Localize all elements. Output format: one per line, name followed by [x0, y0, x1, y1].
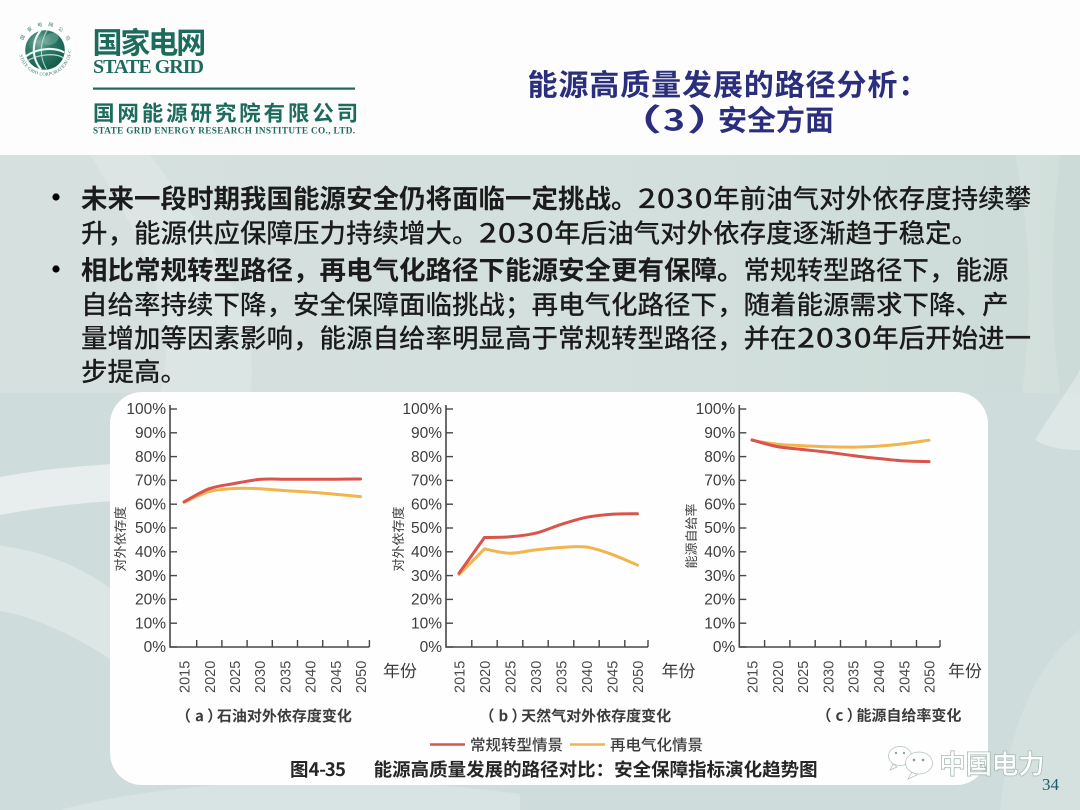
svg-text:2035: 2035 — [555, 661, 571, 693]
svg-text:20%: 20% — [411, 592, 442, 609]
svg-text:40%: 40% — [704, 544, 735, 561]
svg-text:40%: 40% — [135, 544, 166, 561]
svg-text:70%: 70% — [704, 473, 735, 490]
svg-text:2020: 2020 — [771, 661, 787, 693]
svg-text:80%: 80% — [704, 449, 735, 466]
svg-text:20%: 20% — [135, 592, 166, 609]
svg-text:2035: 2035 — [847, 661, 863, 693]
svg-text:60%: 60% — [411, 496, 442, 513]
svg-text:30%: 30% — [704, 568, 735, 585]
svg-text:0%: 0% — [144, 639, 167, 656]
svg-text:0%: 0% — [420, 639, 443, 656]
svg-text:2045: 2045 — [329, 661, 345, 693]
svg-text:34: 34 — [1042, 775, 1060, 794]
svg-text:2045: 2045 — [897, 661, 913, 693]
svg-text:STATE GRID ENERGY RESEARCH INS: STATE GRID ENERGY RESEARCH INSTITUTE CO.… — [93, 126, 355, 136]
svg-text:100%: 100% — [402, 401, 442, 418]
svg-text:30%: 30% — [411, 568, 442, 585]
svg-text:80%: 80% — [411, 449, 442, 466]
svg-text:2050: 2050 — [631, 661, 647, 693]
svg-text:2015: 2015 — [453, 661, 469, 693]
svg-text:40%: 40% — [411, 544, 442, 561]
svg-text:70%: 70% — [135, 473, 166, 490]
svg-text:2035: 2035 — [278, 661, 294, 693]
svg-text:2040: 2040 — [580, 661, 596, 693]
svg-text:2025: 2025 — [228, 661, 244, 693]
svg-text:80%: 80% — [135, 449, 166, 466]
svg-text:90%: 90% — [704, 425, 735, 442]
svg-text:0%: 0% — [713, 639, 736, 656]
svg-text:10%: 10% — [704, 615, 735, 632]
svg-text:2045: 2045 — [606, 661, 622, 693]
svg-text:2025: 2025 — [796, 661, 812, 693]
svg-text:60%: 60% — [704, 496, 735, 513]
svg-text:20%: 20% — [704, 592, 735, 609]
svg-text:10%: 10% — [411, 615, 442, 632]
svg-text:2030: 2030 — [821, 661, 837, 693]
svg-text:2050: 2050 — [923, 661, 939, 693]
svg-text:2020: 2020 — [203, 661, 219, 693]
svg-text:2015: 2015 — [746, 661, 762, 693]
svg-text:2030: 2030 — [253, 661, 269, 693]
svg-text:90%: 90% — [411, 425, 442, 442]
svg-text:2020: 2020 — [478, 661, 494, 693]
svg-text:90%: 90% — [135, 425, 166, 442]
svg-text:2015: 2015 — [178, 661, 194, 693]
svg-text:50%: 50% — [704, 520, 735, 537]
svg-text:2030: 2030 — [529, 661, 545, 693]
svg-text:50%: 50% — [135, 520, 166, 537]
svg-text:70%: 70% — [411, 473, 442, 490]
svg-text:50%: 50% — [411, 520, 442, 537]
svg-text:2040: 2040 — [304, 661, 320, 693]
svg-text:60%: 60% — [135, 496, 166, 513]
svg-text:2050: 2050 — [354, 661, 370, 693]
svg-text:2025: 2025 — [504, 661, 520, 693]
svg-text:STATE GRID: STATE GRID — [93, 56, 204, 78]
svg-text:100%: 100% — [126, 401, 166, 418]
svg-text:100%: 100% — [696, 401, 736, 418]
svg-text:2040: 2040 — [872, 661, 888, 693]
svg-text:10%: 10% — [135, 615, 166, 632]
svg-text:30%: 30% — [135, 568, 166, 585]
